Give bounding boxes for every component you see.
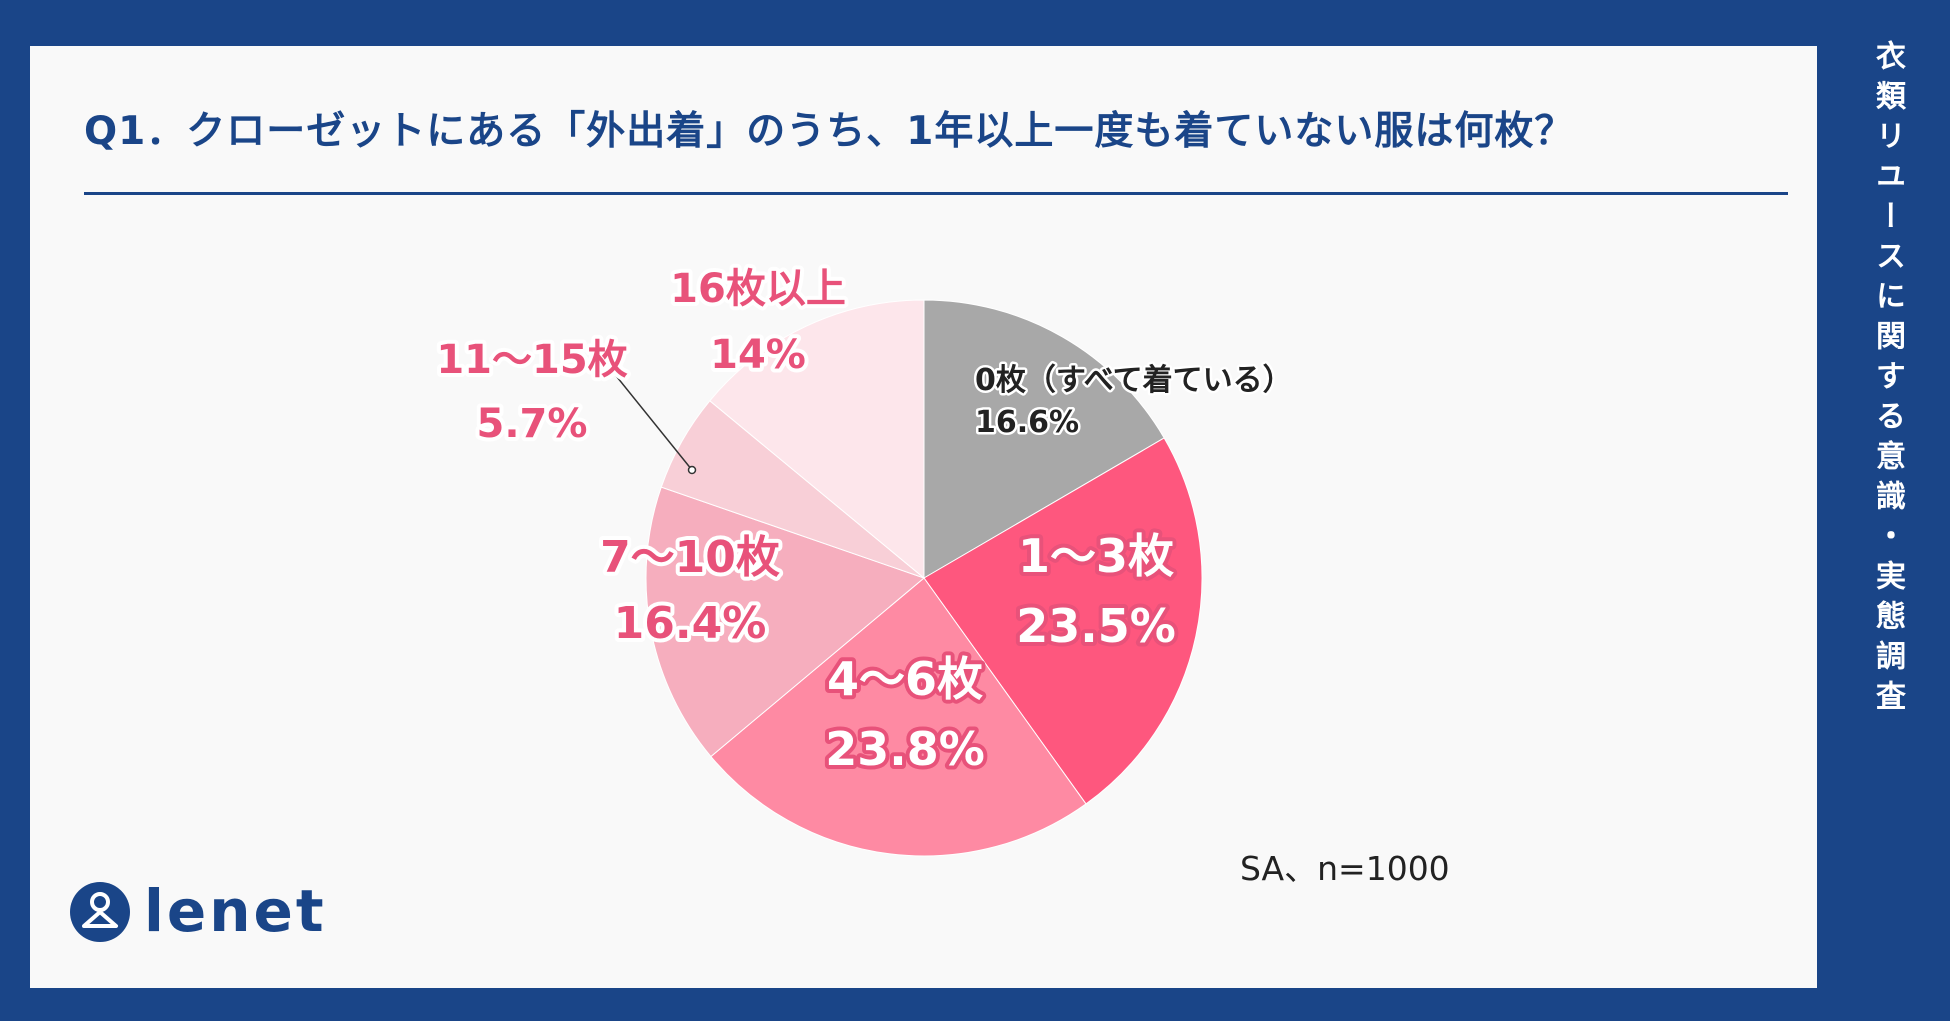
slice-category-label: 4～6枚 [827, 652, 983, 706]
slice-value-label: 5.7% [477, 401, 588, 447]
slice-value-label: 23.8% [825, 722, 985, 776]
pie-slice [923, 437, 1203, 805]
slice-value-label: 23.5% [1016, 599, 1176, 653]
pie-slice [923, 299, 1165, 579]
leader-line [612, 371, 693, 471]
slice-category-label: 1～3枚 [1018, 529, 1174, 583]
title-divider [84, 192, 1788, 195]
slice-value-label: 16.6% [975, 405, 1079, 440]
survey-side-title: 衣類リユースに関する意識・実態調査 [1870, 40, 1905, 720]
brand-wordmark: lenet [144, 877, 327, 945]
sample-note: SA、n=1000 [1240, 849, 1450, 888]
slice-category-label: 11～15枚 [436, 337, 627, 383]
slice-category-label: 0枚（すべて着ている） [975, 363, 1293, 398]
leader-dot [687, 465, 697, 475]
slice-category-label: 16枚以上 [670, 266, 846, 312]
slice-category-label: 7～10枚 [600, 532, 780, 583]
question-title: Q1．クローゼットにある「外出着」のうち、1年以上一度も着ていない服は何枚？ [84, 109, 1575, 154]
slice-value-label: 14% [710, 332, 806, 378]
slice-value-label: 16.4% [614, 598, 767, 649]
pie-slice [710, 577, 1087, 857]
pie-slice [709, 299, 925, 580]
lenet-logo-icon [70, 882, 130, 942]
